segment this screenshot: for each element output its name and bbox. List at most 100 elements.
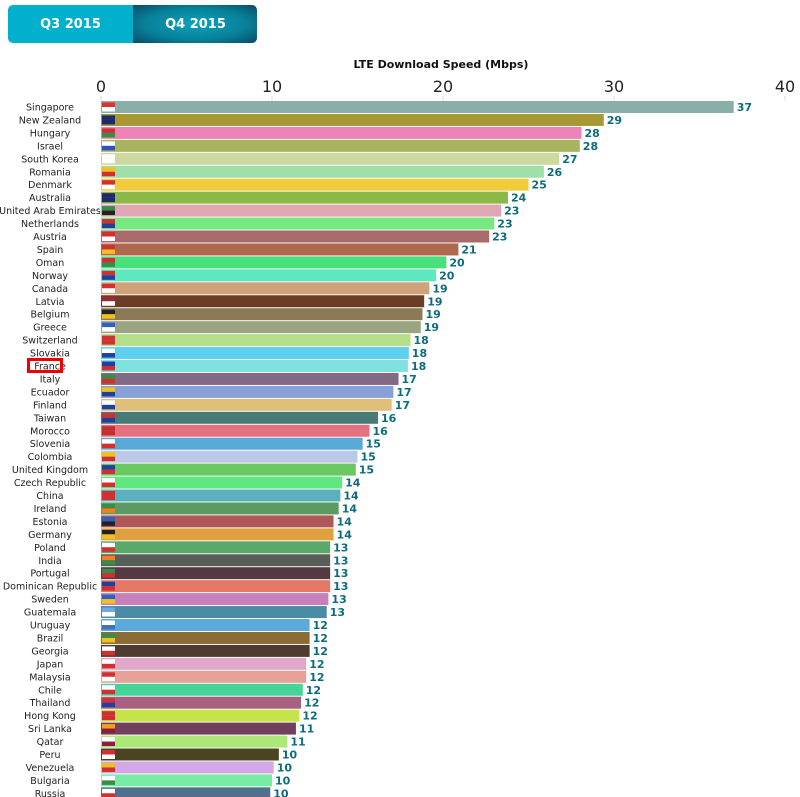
- chart-title: LTE Download Speed (Mbps): [354, 58, 529, 71]
- bar[interactable]: [101, 593, 329, 606]
- bar[interactable]: [101, 489, 341, 502]
- bar[interactable]: [101, 774, 272, 787]
- bar[interactable]: [101, 178, 529, 191]
- country-label: Denmark: [28, 180, 72, 191]
- flag-icon-lower: [102, 793, 115, 797]
- bar[interactable]: [101, 308, 423, 321]
- value-label: 28: [583, 140, 598, 153]
- value-label: 11: [299, 723, 314, 736]
- bar-row: Georgia 12: [31, 644, 328, 658]
- bar[interactable]: [101, 165, 544, 178]
- bar[interactable]: [101, 748, 279, 761]
- flag-icon: [102, 102, 115, 107]
- bar[interactable]: [101, 735, 288, 748]
- period-tabs: Q3 2015 Q4 2015: [8, 5, 257, 43]
- flag-icon: [102, 542, 115, 548]
- bar[interactable]: [101, 787, 271, 797]
- bar[interactable]: [101, 230, 490, 243]
- flag-icon-lower: [102, 625, 115, 630]
- flag-icon-lower: [102, 184, 115, 190]
- flag-icon-lower: [102, 469, 115, 475]
- bar[interactable]: [101, 528, 334, 541]
- bar[interactable]: [101, 139, 580, 152]
- flag-icon: [102, 633, 115, 638]
- flag-icon-lower: [102, 391, 115, 397]
- flag-icon-lower: [102, 366, 115, 371]
- bar[interactable]: [101, 101, 734, 113]
- bar[interactable]: [101, 476, 343, 489]
- bar-row: Denmark 25: [28, 178, 547, 192]
- bar[interactable]: [101, 657, 307, 670]
- bar[interactable]: [101, 113, 604, 126]
- bar[interactable]: [101, 619, 310, 631]
- flag-icon-lower: [102, 586, 115, 591]
- bar[interactable]: [101, 437, 363, 450]
- bar[interactable]: [101, 269, 437, 282]
- bar[interactable]: [101, 580, 331, 593]
- flag-icon-lower: [102, 236, 115, 241]
- bar[interactable]: [101, 696, 302, 709]
- bar[interactable]: [101, 606, 327, 619]
- tab-q3-2015[interactable]: Q3 2015: [8, 5, 133, 43]
- bar-row: United Arab Emirates 23: [0, 204, 519, 218]
- bar[interactable]: [101, 204, 502, 217]
- bar-row: Portugal 13: [30, 567, 348, 580]
- flag-icon-lower: [102, 340, 115, 345]
- bar[interactable]: [101, 515, 334, 528]
- bar[interactable]: [101, 631, 310, 644]
- bar[interactable]: [101, 360, 408, 372]
- flag-icon: [102, 594, 115, 600]
- value-label: 10: [277, 761, 293, 774]
- bar-row: Latvia 19: [36, 295, 443, 308]
- flag-icon: [102, 387, 115, 392]
- bar[interactable]: [101, 385, 394, 398]
- bar-row: New Zealand 29: [19, 113, 622, 127]
- bar[interactable]: [101, 541, 331, 554]
- bar[interactable]: [101, 398, 392, 411]
- country-label: Latvia: [36, 297, 65, 308]
- bar[interactable]: [101, 243, 459, 256]
- bar-row: Poland 13: [34, 541, 348, 554]
- bar[interactable]: [101, 256, 447, 269]
- value-label: 14: [342, 502, 358, 515]
- bar[interactable]: [101, 761, 274, 774]
- bar[interactable]: [101, 450, 358, 463]
- bar[interactable]: [101, 372, 399, 385]
- bar[interactable]: [101, 334, 411, 347]
- bar-row: Romania 26: [29, 165, 563, 179]
- bar[interactable]: [101, 463, 356, 476]
- flag-icon-lower: [102, 456, 115, 462]
- country-label: United Arab Emirates: [0, 206, 101, 217]
- bar[interactable]: [101, 282, 430, 295]
- bar[interactable]: [101, 424, 370, 437]
- bar[interactable]: [101, 347, 409, 360]
- bar[interactable]: [101, 709, 300, 722]
- bar[interactable]: [101, 670, 307, 683]
- bar[interactable]: [101, 191, 508, 204]
- bar[interactable]: [101, 321, 421, 334]
- bar[interactable]: [101, 722, 296, 735]
- bar[interactable]: [101, 295, 425, 308]
- bar[interactable]: [101, 644, 310, 657]
- bar[interactable]: [101, 152, 560, 165]
- bar[interactable]: [101, 126, 582, 139]
- flag-icon: [102, 322, 115, 328]
- bar[interactable]: [101, 411, 379, 424]
- flag-icon: [102, 167, 115, 172]
- country-label: Austria: [33, 232, 67, 243]
- flag-icon-lower: [102, 210, 115, 216]
- tab-q4-2015[interactable]: Q4 2015: [133, 5, 257, 43]
- value-label: 14: [343, 490, 359, 503]
- bar[interactable]: [101, 502, 339, 515]
- flag-icon: [102, 607, 115, 613]
- bar[interactable]: [101, 554, 331, 567]
- flag-icon-lower: [102, 119, 115, 125]
- bar[interactable]: [101, 567, 331, 580]
- bar-row: Australia 24: [29, 191, 527, 205]
- bar-row: Guatemala 13: [24, 606, 345, 619]
- bar-row: Germany 14: [28, 528, 352, 541]
- bar-row: Canada 19: [32, 282, 448, 295]
- flag-icon: [102, 788, 115, 794]
- bar[interactable]: [101, 217, 495, 230]
- bar[interactable]: [101, 683, 303, 696]
